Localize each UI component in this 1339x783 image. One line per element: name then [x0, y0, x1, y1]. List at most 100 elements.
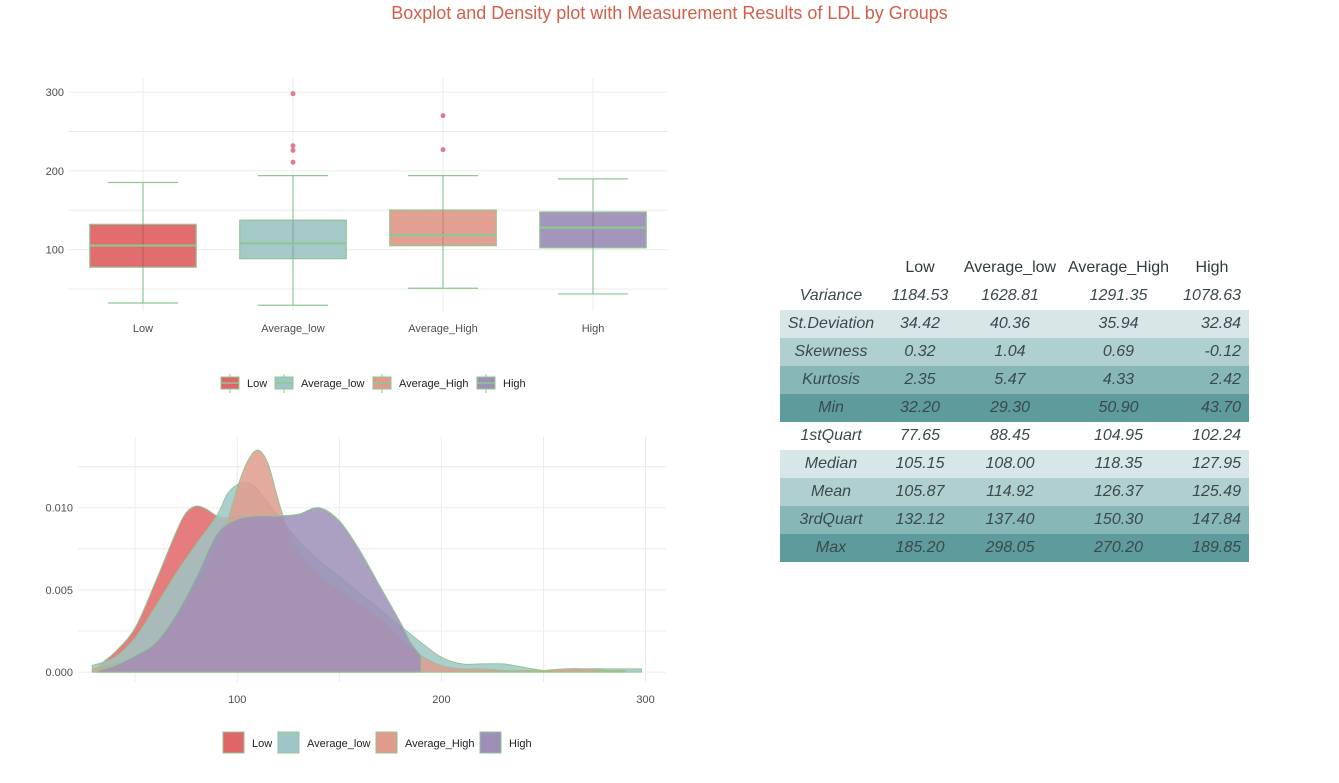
legend-item: Low: [220, 374, 267, 393]
legend-label: High: [503, 378, 526, 390]
legend-key-low: [222, 731, 245, 754]
table-cell: 32.20: [899, 399, 941, 416]
boxplot-x-ticks: Low Average_low Average_High High: [133, 323, 604, 335]
y-tick-label: 200: [46, 166, 64, 178]
table-cell: 0.32: [904, 343, 936, 360]
table-row-label: Kurtosis: [802, 371, 860, 388]
legend-item: Low: [222, 731, 272, 754]
table-row: Kurtosis 2.35 5.47 4.33 2.42: [780, 366, 1249, 394]
table-cell: 189.85: [1192, 539, 1241, 556]
x-tick-label: 300: [636, 694, 654, 706]
table-cell: 88.45: [989, 427, 1031, 444]
legend-key-average-high: [375, 731, 398, 754]
table-header-row: Low Average_low Average_High High: [780, 254, 1249, 282]
outlier-point: [440, 147, 446, 153]
table-cell: 147.84: [1192, 511, 1241, 528]
table-cell: 0.69: [1102, 343, 1135, 360]
table-cell: -0.12: [1204, 343, 1241, 360]
table-cell: 185.20: [895, 539, 945, 556]
legend-key-average-low: [277, 731, 300, 754]
box-average-low: [239, 91, 347, 306]
box-low: [89, 181, 197, 304]
density-area-high: [97, 507, 422, 673]
chart-title: Boxplot and Density plot with Measuremen…: [391, 3, 948, 23]
legend-label: Average_low: [307, 738, 370, 750]
boxplot-y-ticks: 100 200 300: [46, 87, 64, 256]
box-high: [539, 178, 647, 295]
table-header-high: High: [1195, 259, 1229, 276]
table-cell: 104.95: [1094, 427, 1143, 444]
legend-label: Low: [247, 378, 267, 390]
table-cell: 5.47: [994, 371, 1026, 388]
table-cell: 125.49: [1192, 483, 1241, 500]
y-tick-label: 300: [46, 87, 64, 99]
box-iqr: [389, 209, 497, 247]
x-tick-label: Average_High: [408, 323, 478, 335]
table-cell: 1628.81: [981, 287, 1039, 304]
boxplot-chart: 100 200 300 Low Average_low Average_High High…: [46, 78, 668, 393]
table-cell: 105.15: [895, 455, 945, 472]
table-cell: 2.35: [904, 371, 936, 388]
table-row: St.Deviation 34.42 40.36 35.94 32.84: [780, 310, 1249, 338]
table-row: Skewness 0.32 1.04 0.69 -0.12: [780, 338, 1249, 366]
table-cell: 298.05: [985, 539, 1035, 556]
y-tick-label: 0.005: [45, 585, 73, 597]
table-cell: 50.90: [1098, 399, 1139, 416]
table-cell: 1078.63: [1183, 287, 1241, 304]
table-row-label: 3rdQuart: [799, 511, 863, 528]
box-iqr: [239, 219, 347, 260]
outlier-point: [290, 143, 296, 149]
legend-item: Average_High: [372, 374, 469, 393]
table-cell: 4.33: [1102, 371, 1135, 388]
table-cell: 118.35: [1094, 455, 1143, 472]
table-cell: 43.70: [1200, 399, 1241, 416]
x-tick-label: Average_low: [261, 323, 324, 335]
table-header-low: Low: [905, 259, 935, 276]
table-cell: 126.37: [1094, 483, 1143, 500]
table-row-label: Mean: [810, 483, 852, 500]
table-header-corner: [780, 254, 882, 282]
table-cell: 105.87: [895, 483, 945, 500]
table-row-label: St.Deviation: [787, 315, 875, 332]
table-cell: 40.36: [989, 315, 1031, 332]
legend-item: Average_low: [277, 731, 370, 754]
boxplot-gridlines: [68, 78, 668, 311]
density-legend: Low Average_low Average_High High: [222, 731, 532, 754]
table-cell: 2.42: [1209, 371, 1241, 388]
table-cell: 77.65: [899, 427, 941, 444]
table-row-label: Skewness: [794, 343, 868, 360]
legend-label: Average_low: [301, 378, 364, 390]
table-cell: 132.12: [895, 511, 945, 528]
legend-label: Average_High: [405, 738, 475, 750]
table-row: Min 32.20 29.30 50.90 43.70: [780, 394, 1249, 422]
legend-item: Average_low: [274, 374, 364, 393]
legend-label: High: [509, 738, 532, 750]
y-tick-label: 100: [46, 245, 64, 257]
table-row-label: Variance: [799, 287, 863, 304]
table-row: Mean 105.87 114.92 126.37 125.49: [780, 478, 1249, 506]
density-chart: 0.000 0.005 0.010 100 200 300 Low Average_low…: [45, 437, 666, 754]
boxplot-boxes: [89, 91, 647, 306]
legend-item: High: [479, 731, 532, 754]
legend-key-high: [479, 731, 502, 754]
table-cell: 108.00: [985, 455, 1035, 472]
legend-item: Average_High: [375, 731, 475, 754]
table-row: 3rdQuart 132.12 137.40 150.30 147.84: [780, 506, 1249, 534]
x-tick-label: 100: [228, 694, 246, 706]
table-cell: 1.04: [994, 343, 1026, 360]
density-areas: [91, 449, 642, 673]
density-x-ticks: 100 200 300: [228, 694, 655, 706]
table-row-label: 1stQuart: [800, 427, 862, 444]
table-row: Median 105.15 108.00 118.35 127.95: [780, 450, 1249, 478]
outlier-point: [440, 113, 446, 119]
statistics-table: Low Average_low Average_High High Varian…: [780, 254, 1249, 562]
outlier-point: [290, 91, 296, 97]
legend-item: High: [476, 374, 526, 393]
box-iqr: [539, 211, 647, 249]
x-tick-label: 200: [432, 694, 450, 706]
table-cell: 137.40: [985, 511, 1035, 528]
table-row: 1stQuart 77.65 88.45 104.95 102.24: [780, 422, 1249, 450]
table-cell: 114.92: [986, 483, 1034, 500]
table-row-label: Median: [804, 455, 858, 472]
x-tick-label: Low: [133, 323, 153, 335]
